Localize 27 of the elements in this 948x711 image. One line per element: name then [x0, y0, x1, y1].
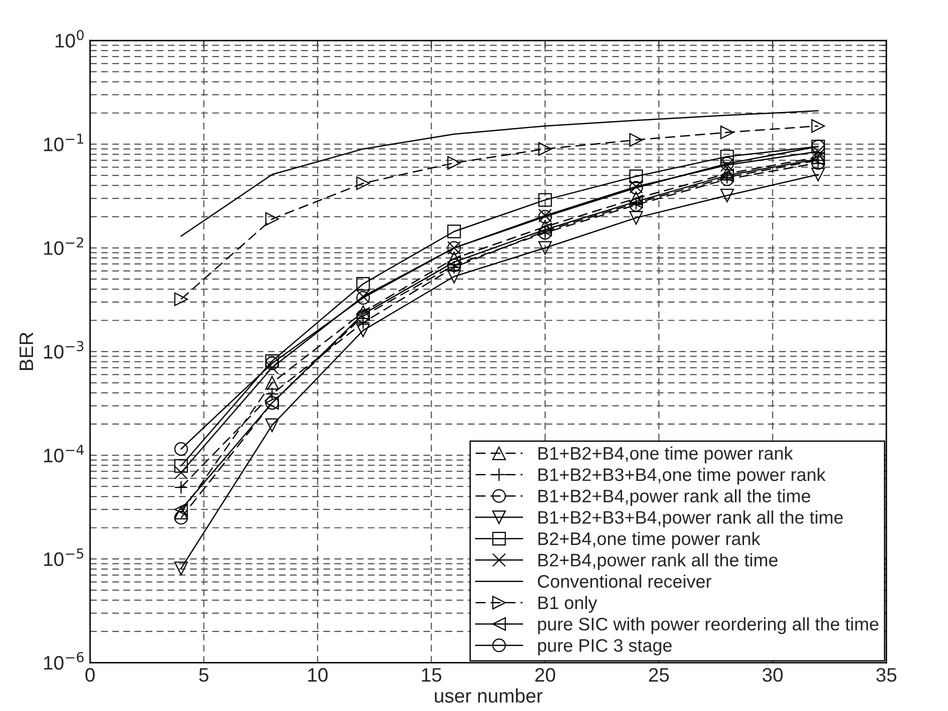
legend-label: Conventional receiver	[538, 574, 712, 588]
legend-label: B1+B2+B3+B4,one time power rank	[538, 468, 826, 485]
legend-label: B1+B2+B4,power rank all the time	[538, 489, 810, 506]
y-tick-label: 10$^{−2}$	[44, 237, 84, 255]
x-tick-label: 0	[85, 668, 95, 682]
y-tick-label: 10$^{−5}$	[44, 548, 84, 566]
legend-label: B1 only	[538, 596, 598, 613]
legend-label: pure SIC with power reordering all the time	[538, 617, 878, 634]
y-tick-label: 10$^{−3}$	[44, 340, 84, 359]
x-tick-label: 5	[199, 668, 208, 682]
x-tick-label: 15	[422, 668, 442, 682]
x-tick-label: 20	[535, 668, 556, 682]
y-tick-label: 10$^{−6}$	[44, 652, 84, 670]
x-tick-label: 10	[308, 668, 328, 682]
legend-label: B1+B2+B3+B4,power rank all the time	[538, 510, 843, 528]
x-axis-title: user number	[434, 688, 542, 703]
x-tick-label: 30	[762, 668, 783, 682]
y-tick-label: 10$^{0}$	[56, 30, 84, 48]
y-axis-title: BER	[20, 332, 34, 370]
legend-label: B2+B4,power rank all the time	[538, 553, 778, 570]
y-tick-label: 10$^{−4}$	[44, 444, 84, 462]
legend-label: B1+B2+B4,one time power rank	[538, 446, 793, 464]
x-tick-label: 25	[649, 668, 669, 682]
legend-label: B2+B4,one time power rank	[538, 532, 760, 549]
legend-label: pure PIC 3 stage	[538, 639, 672, 656]
y-tick-label: 10$^{−1}$	[44, 134, 84, 152]
x-tick-label: 35	[876, 668, 896, 682]
